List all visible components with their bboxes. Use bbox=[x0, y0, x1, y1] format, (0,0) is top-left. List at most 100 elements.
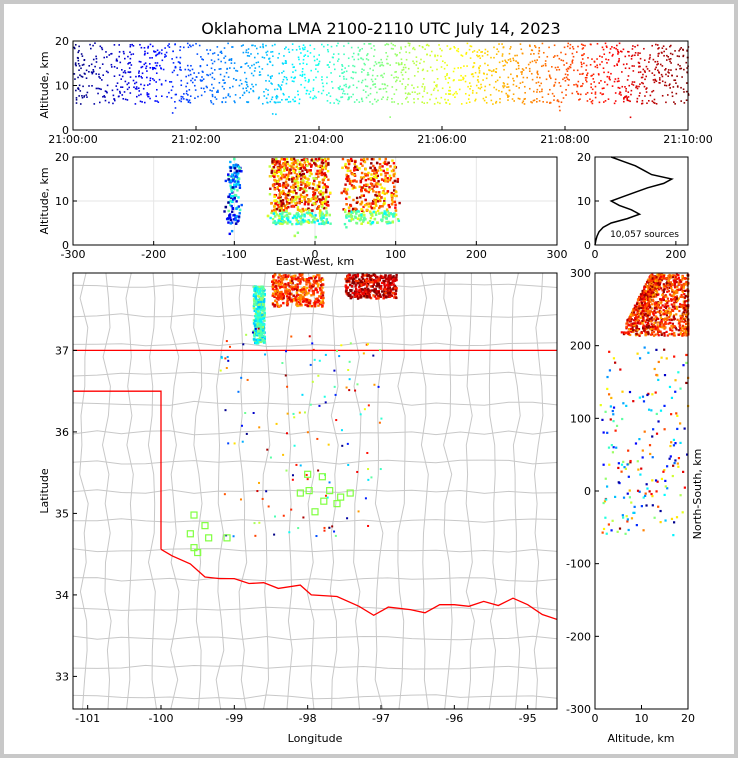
plan-view-point bbox=[262, 331, 266, 334]
altitude-time-point bbox=[458, 88, 461, 91]
plan-view-point bbox=[281, 293, 285, 296]
altitude-time-point bbox=[662, 45, 665, 47]
altitude-time-point bbox=[149, 79, 152, 82]
plan-view-point bbox=[380, 417, 383, 420]
altitude-time-point bbox=[246, 101, 248, 103]
altitude-time-point bbox=[322, 89, 325, 92]
altitude-time-point bbox=[384, 44, 387, 46]
altitude-ew-point bbox=[355, 196, 359, 200]
altitude-time-point bbox=[101, 48, 104, 51]
altitude-time-point bbox=[289, 100, 292, 103]
altitude-ew-point bbox=[384, 180, 387, 183]
altitude-ew-point bbox=[389, 221, 392, 224]
ns-altitude-point bbox=[671, 290, 674, 293]
altitude-time-point bbox=[180, 95, 183, 98]
altitude-time-point bbox=[590, 83, 592, 85]
altitude-ew-point bbox=[273, 208, 276, 212]
altitude-time-point bbox=[568, 65, 571, 68]
plan-view-point bbox=[294, 298, 298, 302]
plan-view-point bbox=[368, 294, 371, 297]
altitude-time-point bbox=[413, 62, 415, 65]
altitude-ew-point bbox=[278, 209, 282, 212]
altitude-ew-point bbox=[317, 207, 320, 210]
altitude-ew-point bbox=[352, 207, 355, 211]
plan-view-point bbox=[256, 300, 260, 304]
altitude-time-point bbox=[94, 65, 96, 68]
altitude-time-point bbox=[566, 45, 569, 48]
altitude-ew-point bbox=[385, 163, 389, 166]
altitude-ew-point bbox=[277, 205, 280, 209]
plan-view-point bbox=[287, 298, 291, 301]
altitude-time-point bbox=[644, 71, 646, 73]
altitude-time-point bbox=[520, 71, 522, 73]
altitude-time-point bbox=[171, 71, 174, 74]
altitude-time-point bbox=[149, 43, 152, 46]
plan-view-point bbox=[273, 304, 276, 308]
plan-view-point bbox=[233, 442, 236, 445]
altitude-time-point bbox=[74, 62, 77, 64]
altitude-time-point bbox=[75, 64, 77, 67]
altitude-time-point bbox=[303, 48, 306, 51]
plan-view-point bbox=[289, 279, 292, 282]
altitude-ew-point bbox=[270, 209, 274, 213]
plan-view-point bbox=[291, 474, 294, 477]
altitude-ew-point bbox=[273, 175, 276, 178]
altitude-time-point bbox=[181, 96, 184, 98]
altitude-ew-point bbox=[370, 162, 373, 165]
altitude-time-point bbox=[576, 69, 579, 72]
altitude-time-point bbox=[160, 67, 163, 70]
altitude-ew-point bbox=[230, 229, 234, 233]
altitude-time-point bbox=[537, 52, 540, 55]
altitude-ew-point bbox=[273, 221, 277, 225]
altitude-ew-point bbox=[289, 168, 292, 171]
altitude-ew-point bbox=[366, 174, 369, 177]
altitude-time-point bbox=[122, 98, 125, 100]
plan-view-point bbox=[271, 294, 274, 297]
altitude-time-point bbox=[179, 46, 182, 48]
altitude-ew-point bbox=[343, 208, 347, 212]
altitude-time-point bbox=[468, 101, 471, 104]
altitude-ew-point bbox=[300, 158, 304, 162]
altitude-ew-point bbox=[299, 222, 303, 226]
altitude-time-point bbox=[153, 51, 156, 53]
altitude-time-point bbox=[129, 76, 132, 78]
altitude-ew-point bbox=[296, 231, 300, 234]
ns-altitude-point bbox=[652, 300, 655, 303]
altitude-ew-point bbox=[324, 167, 327, 170]
altitude-time-point bbox=[651, 44, 654, 47]
altitude-time-point bbox=[213, 60, 216, 63]
altitude-ew-point bbox=[360, 171, 364, 175]
plan-view-point bbox=[360, 280, 364, 284]
altitude-time-point bbox=[183, 93, 185, 95]
altitude-ew-point bbox=[291, 180, 294, 183]
altitude-time-point bbox=[404, 45, 407, 48]
altitude-ew-point bbox=[325, 175, 328, 178]
altitude-time-point bbox=[460, 79, 462, 81]
altitude-ew-point bbox=[293, 189, 296, 192]
plan-view-point bbox=[261, 313, 264, 317]
altitude-time-point bbox=[661, 47, 664, 49]
plan-view-point bbox=[322, 296, 325, 300]
altitude-time-point bbox=[356, 99, 358, 101]
altitude-time-point bbox=[227, 42, 229, 45]
altitude-time-point bbox=[585, 64, 588, 67]
altitude-time-point bbox=[473, 50, 476, 52]
altitude-time-point bbox=[616, 64, 619, 67]
altitude-ew-point bbox=[271, 159, 274, 163]
altitude-ew-point bbox=[306, 164, 309, 168]
altitude-ew-point bbox=[356, 209, 359, 213]
altitude-ew-point bbox=[393, 179, 397, 183]
altitude-ew-point bbox=[355, 212, 358, 215]
altitude-ew-point bbox=[286, 202, 289, 206]
altitude-time-point bbox=[674, 50, 676, 52]
altitude-ew-point bbox=[295, 175, 299, 179]
altitude-time-point bbox=[297, 56, 300, 59]
plan-view-point bbox=[377, 297, 380, 300]
altitude-time-point bbox=[299, 63, 301, 65]
altitude-time-point bbox=[642, 68, 645, 71]
altitude-time-point bbox=[99, 67, 101, 69]
ns-altitude-point bbox=[669, 312, 672, 316]
altitude-ew-point bbox=[279, 163, 282, 167]
altitude-ew-point bbox=[391, 200, 395, 204]
